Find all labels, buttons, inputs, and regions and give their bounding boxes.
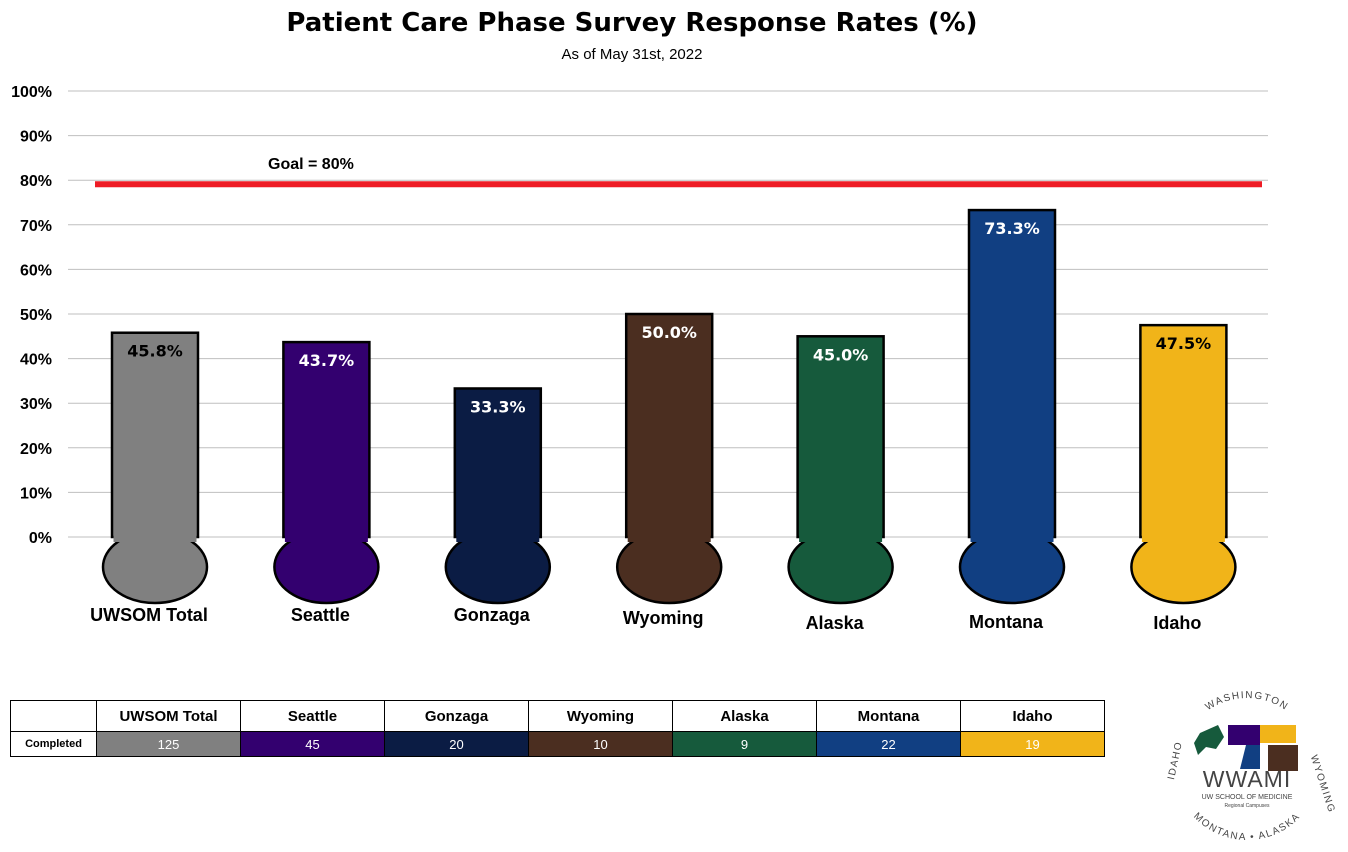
data-label: 73.3% [984, 219, 1040, 238]
bar-joint [970, 534, 1054, 542]
y-tick-label: 40% [20, 352, 52, 369]
table-header-cell: Idaho [960, 700, 1105, 732]
table-row-label: Completed [10, 731, 97, 757]
logo-ring-bottom: MONTANA • ALASKA [1191, 811, 1303, 843]
x-category-label: Gonzaga [454, 605, 531, 625]
y-tick-label: 70% [20, 218, 52, 235]
bar-joint [456, 534, 540, 542]
y-tick-label: 80% [20, 173, 52, 190]
logo-ring-left: IDAHO [1166, 740, 1185, 781]
y-axis-ticks: 0% 10% 20% 30% 40% 50% 60% 70% 80% 90% 100% [11, 84, 52, 547]
bar [624, 312, 714, 539]
table-header-cell: Seattle [240, 700, 385, 732]
bar-group: 43.7% Seattle [273, 340, 380, 625]
table-cell: 9 [672, 731, 817, 757]
table-cell: 125 [96, 731, 241, 757]
y-tick-label: 30% [20, 396, 52, 413]
bar-group: 45.0% Alaska [787, 335, 894, 633]
bar-joint [627, 534, 711, 542]
table-header-cell: Montana [816, 700, 961, 732]
table-corner-cell [10, 700, 97, 732]
goal-line-group: Goal = 80% [95, 156, 1262, 188]
bar [282, 340, 371, 539]
table-cell: 45 [240, 731, 385, 757]
chart-subtitle: As of May 31st, 2022 [561, 46, 703, 63]
bar-joint [1141, 534, 1225, 542]
map-icon [1194, 725, 1298, 771]
bar-group: 73.3% Montana [958, 208, 1066, 632]
table-cell: 10 [528, 731, 673, 757]
table-cell: 20 [384, 731, 529, 757]
logo-wordmark: WWAMI [1203, 766, 1291, 792]
y-tick-label: 50% [20, 307, 52, 324]
bar [796, 335, 885, 539]
x-category-label: Idaho [1153, 613, 1201, 633]
completed-counts-table: UWSOM Total Seattle Gonzaga Wyoming Alas… [10, 700, 1105, 757]
logo-subtext2: Regional Campuses [1224, 803, 1270, 809]
logo-subtext: UW SCHOOL OF MEDICINE [1202, 794, 1293, 801]
bar [1139, 323, 1228, 539]
logo-ring-top: WASHINGTON [1204, 690, 1291, 713]
y-tick-label: 0% [29, 530, 52, 547]
chart-title: Patient Care Phase Survey Response Rates… [286, 8, 978, 38]
x-category-label: Alaska [806, 613, 865, 633]
wwami-logo: WWAMI UW SCHOOL OF MEDICINE Regional Cam… [1166, 690, 1335, 843]
data-label: 33.3% [470, 397, 526, 416]
x-category-label: Montana [969, 612, 1044, 632]
bar-group: 47.5% Idaho [1130, 323, 1237, 633]
table-header-cell: Alaska [672, 700, 817, 732]
bar [453, 387, 543, 539]
y-tick-label: 100% [11, 84, 52, 101]
data-label: 45.8% [127, 342, 183, 361]
y-tick-label: 10% [20, 485, 52, 502]
table-header-cell: Wyoming [528, 700, 673, 732]
data-label: 50.0% [641, 323, 697, 342]
y-tick-label: 20% [20, 441, 52, 458]
bar-chart: 0% 10% 20% 30% 40% 50% 60% 70% 80% 90% 100% Goal =… [11, 84, 1268, 633]
bar-joint [799, 534, 883, 542]
x-category-label: Seattle [291, 605, 350, 625]
x-category-label: UWSOM Total [90, 605, 208, 625]
table-row: Completed 125 45 20 10 9 22 19 [10, 731, 1105, 757]
table-header-cell: Gonzaga [384, 700, 529, 732]
bar-group: 45.8% UWSOM Total [90, 331, 209, 625]
data-label: 43.7% [299, 351, 355, 370]
table-cell: 19 [960, 731, 1105, 757]
goal-label: Goal = 80% [268, 156, 354, 173]
table-header-row: UWSOM Total Seattle Gonzaga Wyoming Alas… [10, 700, 1105, 732]
data-label: 47.5% [1156, 334, 1212, 353]
bar [967, 208, 1057, 539]
data-label: 45.0% [813, 345, 869, 364]
bar-joint [284, 534, 368, 542]
bar-joint [113, 534, 197, 542]
logo-ring-right: WYOMING [1308, 754, 1335, 815]
x-category-label: Wyoming [623, 608, 704, 628]
bar-group: 33.3% Gonzaga [444, 387, 552, 625]
table-header-cell: UWSOM Total [96, 700, 241, 732]
table-cell: 22 [816, 731, 961, 757]
y-tick-label: 90% [20, 129, 52, 146]
y-tick-label: 60% [20, 262, 52, 279]
bar-group: 50.0% Wyoming [615, 312, 723, 628]
bar [110, 331, 200, 539]
bars: 45.8% UWSOM Total 43.7% Seattle 33.3% Gonzaga… [90, 208, 1237, 633]
